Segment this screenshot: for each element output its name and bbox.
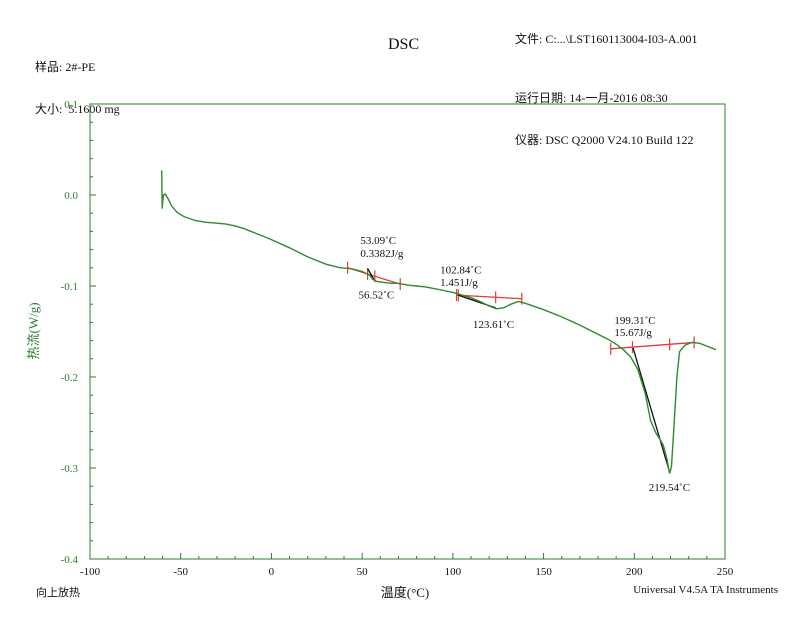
chart-title: DSC — [388, 36, 420, 53]
peak-line — [367, 268, 375, 280]
instrument-label: 仪器: DSC Q2000 V24.10 Build 122 — [515, 133, 694, 147]
tick-labels: -100 -50 0 50 100 150 200 250 0.1 0.0 -0.1 -0.2 -0.3… — [61, 99, 734, 578]
integration-baseline — [456, 294, 522, 300]
annotations: 53.09˚C0.3382J/g 56.52˚C 102.84˚C1.451J/g 1… — [359, 235, 691, 494]
y-tick-label: -0.2 — [61, 372, 78, 384]
x-axis-label: 温度(°C) — [381, 585, 430, 600]
peak-annotation: 1.451J/g — [440, 277, 478, 289]
y-tick-label: 0.0 — [64, 190, 78, 202]
y-axis-label: 热流(W/g) — [26, 302, 41, 359]
peak-annotation: 123.61˚C — [473, 319, 514, 331]
run-date-label: 运行日期: 14-一月-2016 08:30 — [515, 91, 668, 105]
axis-ticks — [89, 103, 726, 560]
sample-info: 样品: 2#-PE 大小: 5.1600 mg — [35, 32, 120, 130]
run-info: 运行日期: 14-一月-2016 08:30 仪器: DSC Q2000 V24… — [515, 63, 693, 161]
sample-label: 样品: 2#-PE — [35, 60, 96, 74]
peak-annotation: 15.67J/g — [614, 327, 652, 339]
peak-annotation: 102.84˚C — [440, 264, 481, 276]
x-tick-label: 200 — [626, 566, 643, 578]
peak-annotation: 53.09˚C — [360, 235, 396, 247]
file-label: 文件: C:...\LST160113004-I03-A.001 — [515, 32, 698, 46]
x-tick-label: -50 — [173, 566, 188, 578]
x-tick-label: 250 — [717, 566, 734, 578]
plot-frame — [89, 103, 726, 560]
x-tick-label: 100 — [445, 566, 462, 578]
peak-line — [632, 347, 671, 473]
peak-lines — [367, 268, 671, 473]
y-tick-label: -0.4 — [61, 554, 79, 566]
peak-annotation: 56.52˚C — [359, 290, 395, 302]
peak-annotation: 199.31˚C — [614, 315, 655, 327]
x-tick-label: 150 — [535, 566, 552, 578]
integration-baseline — [610, 341, 695, 350]
y-tick-label: -0.1 — [61, 281, 78, 293]
x-tick-label: 50 — [357, 566, 369, 578]
x-tick-label: -100 — [80, 566, 101, 578]
size-label: 大小: 5.1600 mg — [35, 102, 120, 116]
peak-annotation: 219.54˚C — [649, 482, 690, 494]
software-label: Universal V4.5A TA Instruments — [633, 584, 778, 596]
baselines — [347, 261, 695, 355]
y-tick-label: -0.3 — [61, 463, 79, 475]
heat-flow-curve — [161, 170, 717, 474]
peak-annotation: 0.3382J/g — [360, 248, 404, 260]
exo-up-label: 向上放热 — [36, 587, 80, 599]
x-tick-label: 0 — [269, 566, 275, 578]
y-tick-label: 0.1 — [64, 99, 78, 111]
